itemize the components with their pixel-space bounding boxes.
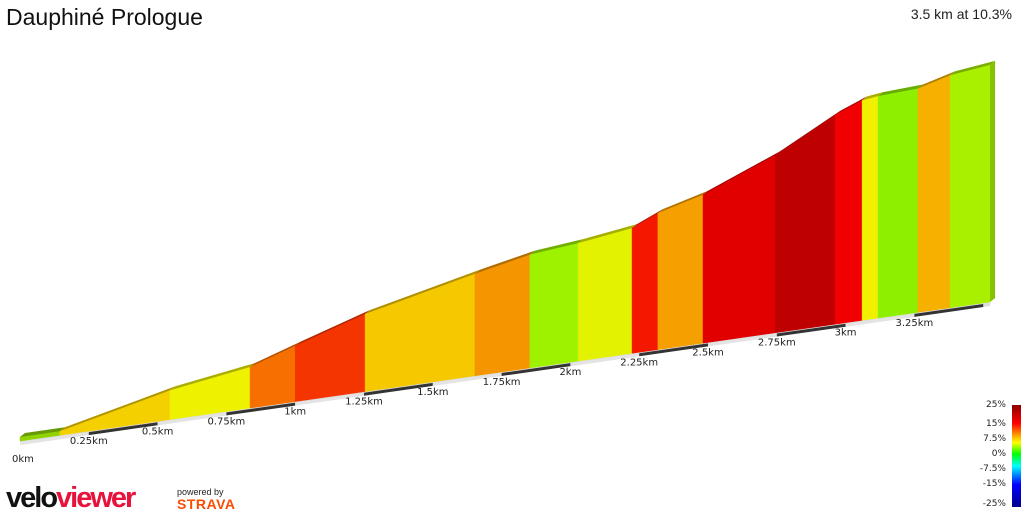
logo-text: velo [6,482,58,514]
x-tick-label: 2.25km [620,357,658,368]
legend-label: -7.5% [979,464,1006,474]
segment-top-face [950,60,996,76]
gradient-segment[interactable] [474,254,531,377]
segment-top-shade [250,341,301,367]
x-tick-label: 0km [12,454,34,465]
segment-top-shade [878,84,923,97]
segment-top-shade [950,60,996,76]
veloviewer-logo[interactable]: veloviewer [6,482,136,515]
gradient-segment[interactable] [834,100,863,325]
distance-band [364,382,433,396]
distance-band [501,363,571,376]
segment-top-face [578,224,638,244]
legend-label: -15% [982,479,1006,489]
gradient-segment[interactable] [877,88,919,319]
distance-band [88,422,158,436]
segment-top-face [657,190,709,214]
segment-top-shade [295,310,371,346]
x-tick-label: 1.75km [483,377,521,388]
segment-top-face [59,386,175,432]
segment-side-shade [990,60,996,302]
powered-by-label: powered by [177,487,224,497]
distance-band [157,412,227,426]
x-tick-label: 2.5km [692,347,723,358]
segment-top-shade [632,209,663,229]
gradient-segment[interactable] [364,273,476,392]
gradient-segment[interactable] [529,242,579,369]
segment-top-face [20,427,65,437]
climb-summary: 3.5 km at 10.3% [910,6,1012,22]
segment-top-face [250,341,301,367]
page-title: Dauphiné Prologue [6,4,203,30]
segment-top-face [295,310,371,346]
gradient-segment[interactable] [631,212,659,354]
gradient-segment[interactable] [949,64,991,308]
segment-top-shade [917,71,956,89]
segment-top-face [169,362,256,391]
gradient-segment[interactable] [702,154,776,344]
distance-band [639,343,708,357]
distance-band [226,402,296,416]
x-tick-label: 1.5km [417,387,448,398]
distance-band [914,303,984,317]
gradient-segment[interactable] [294,313,366,402]
gradient-segment[interactable] [774,114,836,334]
strava-logo[interactable]: STRAVA [177,496,236,512]
segment-top-shade [169,362,256,391]
distance-band [845,313,915,327]
x-tick-label: 1km [284,407,306,418]
segment-top-face [878,84,923,97]
gradient-segment[interactable] [861,95,879,321]
segment-top-shade [862,92,884,101]
legend-label: -25% [982,499,1006,509]
segment-top-face [917,71,956,89]
segment-top-face [862,92,884,101]
segment-top-face [835,96,868,115]
segment-side-face [990,60,996,302]
gradient-segment[interactable] [917,74,951,313]
segment-top-shade [775,110,841,156]
distance-band [776,323,846,337]
segment-top-shade [529,239,584,255]
x-tick-label: 2km [559,367,581,378]
segment-top-shade [474,250,535,274]
legend-label: 15% [985,419,1006,429]
segment-top-face [703,151,781,195]
x-tick-label: 0.25km [70,436,108,447]
x-tick-label: 0.75km [207,416,245,427]
segment-top-shade [657,190,709,214]
legend-label: 25% [985,400,1006,410]
segment-top-face [775,110,841,156]
x-tick-label: 1.25km [345,397,383,408]
segment-top-face [474,250,535,274]
segment-top-face [365,269,480,315]
distance-band [570,353,640,367]
segment-top-shade [20,427,65,437]
x-tick-label: 2.75km [758,338,796,349]
x-tick-label: 3km [835,328,857,339]
distance-band [432,372,502,386]
gradient-segment[interactable] [657,194,704,350]
segment-top-shade [703,151,781,195]
gradient-color-scale [1012,405,1021,507]
x-tick-label: 0.5km [142,426,173,437]
segment-top-shade [365,269,480,315]
distance-band [708,333,777,347]
distance-band [295,392,364,406]
x-tick-label: 3.25km [895,318,933,329]
segment-top-shade [835,96,868,115]
gradient-segment[interactable] [577,227,633,362]
distance-band [20,432,89,445]
segment-top-face [632,209,663,229]
legend-label: 7.5% [983,434,1006,444]
segment-top-shade [578,224,638,244]
logo-text: viewer [56,482,136,514]
segment-top-face [529,239,584,255]
segment-top-shade [59,386,175,432]
legend-label: 0% [991,449,1006,459]
